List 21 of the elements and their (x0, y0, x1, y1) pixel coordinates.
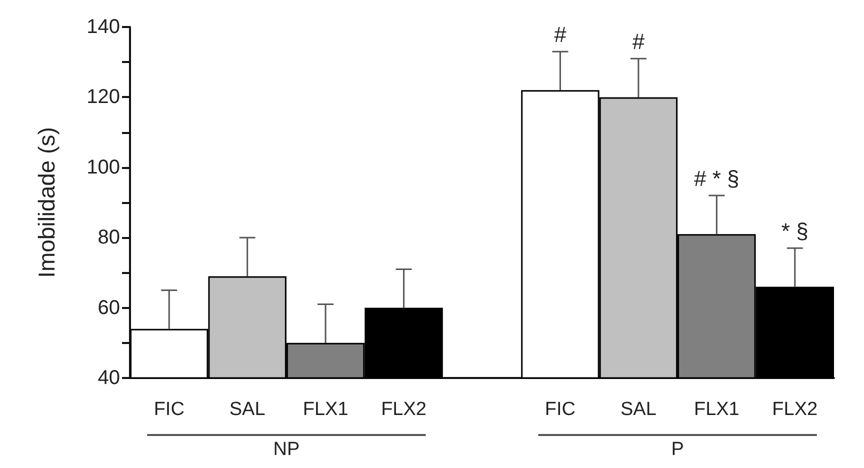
y-tick-label: 120 (86, 86, 120, 108)
x-tick-label: FLX2 (381, 399, 426, 420)
x-tick-label: FLX2 (772, 399, 818, 420)
y-axis-title: Imobilidade (s) (34, 127, 60, 278)
data-label: # (632, 29, 646, 54)
y-tick-label: 140 (86, 16, 120, 38)
x-tick-label: FIC (544, 399, 576, 420)
x-tick-label: SAL (229, 399, 266, 420)
y-tick-label: 40 (98, 367, 120, 389)
text: NP (273, 439, 300, 460)
y-tick-label: 80 (98, 226, 120, 249)
text: P (671, 439, 684, 460)
x-tick-label: FIC (154, 399, 184, 420)
x-tick-label: FLX1 (302, 399, 348, 420)
data-label: # * § (694, 166, 740, 191)
data-label: * § (781, 218, 808, 244)
x-tick-label: FLX1 (694, 399, 740, 420)
y-tick-label: 100 (86, 156, 120, 178)
x-tick-label: SAL (620, 399, 656, 420)
data-label: # (554, 22, 568, 48)
y-tick-label: 60 (98, 296, 120, 319)
